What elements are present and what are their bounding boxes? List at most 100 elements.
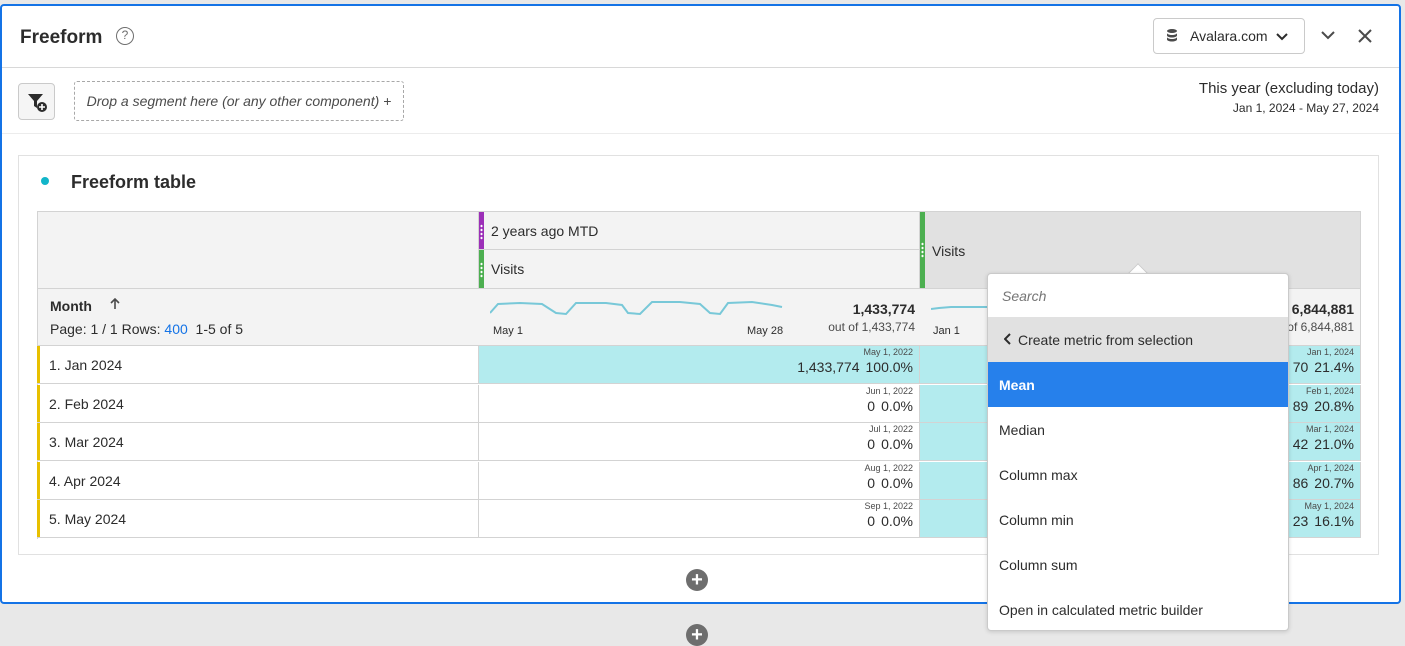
cell-number: 70 [1292, 359, 1309, 375]
cell-date: Feb 1, 2024 [1305, 385, 1354, 396]
cell-date: Aug 1, 2022 [864, 462, 913, 473]
chevron-down-icon [1275, 28, 1288, 44]
cell-percent: 0.0% [881, 436, 913, 452]
row-label[interactable]: 3. Mar 2024 [49, 434, 124, 450]
visits-column-header-1[interactable]: Visits [479, 250, 920, 289]
segment-visits-cell[interactable]: Sep 1, 2022 0 0.0% [478, 500, 920, 537]
sparkline-1-start: May 1 [493, 325, 523, 337]
metric-context-menu: Create metric from selection Mean Median C… [987, 273, 1289, 631]
page-prefix: Page: 1 / 1 Rows: [50, 321, 161, 337]
drop-zone-text: Drop a segment here (or any other compon… [86, 93, 380, 109]
menu-search-input[interactable] [1000, 287, 1270, 305]
column-2-total: 6,844,881 [1291, 301, 1354, 317]
metric-drag-handle-2[interactable] [920, 212, 925, 288]
row-label[interactable]: 5. May 2024 [49, 511, 127, 527]
cell-value: 70 21.4% [1293, 359, 1354, 375]
sparkline-2-start: Jan 1 [933, 325, 960, 337]
cell-number: 89 [1292, 397, 1309, 414]
date-range-dates[interactable]: Jan 1, 2024 - May 27, 2024 [1232, 101, 1379, 115]
cell-date: Sep 1, 2022 [864, 501, 913, 511]
metric-drag-handle[interactable] [479, 250, 484, 288]
row-indicator [37, 423, 40, 460]
help-icon[interactable]: ? [116, 27, 134, 45]
menu-item-column-sum[interactable]: Column sum [999, 556, 1078, 573]
database-icon [1166, 28, 1178, 45]
cell-percent: 21.4% [1314, 359, 1354, 375]
cell-percent: 21.0% [1314, 436, 1354, 452]
cell-date: May 1, 2024 [1304, 501, 1354, 511]
cell-date: Apr 1, 2024 [1307, 462, 1354, 473]
cell-date: May 1, 2022 [863, 347, 913, 357]
cell-value: 89 20.8% [1293, 398, 1354, 414]
row-range: 1-5 of 5 [195, 321, 244, 337]
sort-up-icon[interactable] [110, 297, 120, 313]
segment-drop-zone[interactable]: Drop a segment here (or any other compon… [74, 81, 404, 121]
collapse-chevron-icon[interactable] [1320, 28, 1336, 46]
cell-percent: 20.7% [1314, 474, 1354, 491]
create-metric-back-button[interactable]: Create metric from selection [988, 317, 1288, 362]
drop-zone-plus: + [383, 93, 392, 109]
cell-percent: 100.0% [865, 359, 913, 375]
cell-number: 0 [867, 474, 876, 491]
cell-number: 86 [1292, 474, 1309, 491]
chevron-left-icon [1003, 332, 1012, 348]
cell-date: Jul 1, 2022 [868, 424, 913, 434]
cell-date: Jun 1, 2022 [865, 385, 913, 396]
cell-number: 42 [1292, 436, 1309, 452]
menu-item-median[interactable]: Median [999, 421, 1045, 438]
segment-visits-cell[interactable]: Aug 1, 2022 0 0.0% [478, 461, 920, 499]
dimension-header-blank [37, 211, 479, 289]
cell-percent: 0.0% [881, 513, 913, 529]
close-icon[interactable] [1357, 28, 1373, 49]
dimension-label[interactable]: Month [50, 298, 92, 314]
segment-visits-cell[interactable]: Jun 1, 2022 0 0.0% [478, 384, 920, 422]
column-1-total-sub: out of 1,433,774 [828, 320, 915, 334]
row-indicator [37, 346, 40, 383]
cell-date: Jan 1, 2024 [1306, 347, 1354, 357]
row-label[interactable]: 1. Jan 2024 [49, 357, 123, 373]
menu-item-mean[interactable]: Mean [988, 362, 1288, 407]
cell-value: 0 0.0% [867, 436, 913, 452]
table-title: Freeform table [71, 172, 197, 192]
segment-visits-cell[interactable]: Jul 1, 2022 0 0.0% [478, 423, 920, 460]
cell-value: 42 21.0% [1293, 436, 1354, 452]
row-label[interactable]: 4. Apr 2024 [49, 472, 121, 489]
menu-item-column-max[interactable]: Column max [999, 466, 1078, 483]
cell-percent: 20.8% [1314, 397, 1354, 414]
row-indicator [37, 500, 40, 537]
segment-visits-cell[interactable]: May 1, 2022 1,433,774 100.0% [478, 346, 920, 383]
sparkline-1 [490, 300, 783, 316]
cell-value: 23 16.1% [1293, 513, 1354, 529]
menu-item-open-in-calculated-metric-builder[interactable]: Open in calculated metric builder [999, 601, 1203, 618]
cell-value: 0 0.0% [867, 475, 913, 491]
date-range-label[interactable]: This year (excluding today) [1198, 80, 1379, 97]
rows-per-page[interactable]: 400 [164, 321, 188, 337]
report-suite-label: Avalara.com [1190, 28, 1268, 44]
row-indicator [37, 461, 40, 499]
visits-column-label-2: Visits [932, 243, 966, 259]
cell-percent: 0.0% [881, 474, 913, 491]
create-metric-label: Create metric from selection [1018, 331, 1194, 348]
visits-column-label-1: Visits [491, 261, 525, 277]
segment-drag-handle[interactable] [479, 212, 484, 249]
add-panel-icon[interactable]: + [686, 624, 708, 646]
sparkline-1-end: May 28 [747, 325, 784, 337]
segment-row: Drop a segment here (or any other compon… [2, 68, 1399, 134]
segment-column-header[interactable]: 2 years ago MTD [479, 211, 920, 250]
add-icon[interactable]: + [686, 569, 708, 591]
cell-number: 0 [867, 397, 876, 414]
filter-add-icon[interactable] [18, 83, 55, 120]
menu-item-column-min[interactable]: Column min [999, 511, 1074, 528]
row-label[interactable]: 2. Feb 2024 [49, 395, 124, 412]
report-suite-selector[interactable]: Avalara.com [1153, 18, 1305, 54]
cell-value: 0 0.0% [867, 398, 913, 414]
row-indicator [37, 384, 40, 422]
column-1-total: 1,433,774 [852, 301, 915, 317]
cell-percent: 0.0% [881, 397, 913, 414]
cell-date: Mar 1, 2024 [1305, 424, 1354, 434]
cell-number: 0 [867, 513, 876, 529]
cell-percent: 16.1% [1314, 513, 1354, 529]
visualization-status-dot [41, 177, 49, 185]
cell-number: 1,433,774 [797, 359, 860, 375]
cell-number: 0 [867, 436, 876, 452]
